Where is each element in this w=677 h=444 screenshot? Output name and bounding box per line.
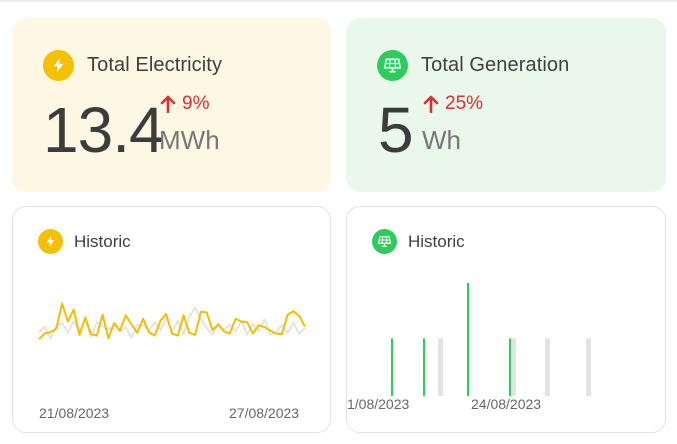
change-indicator: 9% bbox=[160, 93, 209, 115]
current-period-bar bbox=[391, 338, 393, 396]
arrow-up-icon bbox=[423, 95, 439, 113]
electricity-line-chart bbox=[38, 302, 306, 340]
current-period-bar bbox=[467, 283, 469, 396]
lightning-bolt-icon bbox=[38, 229, 63, 254]
x-tick-label: 27/08/2023 bbox=[229, 405, 300, 421]
x-tick-label: 24/08/2023 bbox=[471, 396, 542, 412]
x-tick-label: 21/08/2023 bbox=[39, 405, 110, 421]
total-electricity-card: Total Electricity 13.4 9% MWh bbox=[12, 18, 331, 192]
kpi-value: 5 bbox=[378, 94, 414, 166]
change-value: 25% bbox=[445, 93, 484, 114]
previous-period-bar bbox=[438, 338, 443, 396]
change-value: 9% bbox=[182, 93, 210, 114]
generation-historic-card: Historic 1/08/2023 24/08/2023 bbox=[346, 206, 666, 433]
lightning-bolt-icon bbox=[43, 50, 74, 81]
kpi-title: Total Generation bbox=[421, 54, 570, 76]
solar-panel-icon bbox=[377, 50, 408, 81]
change-indicator: 25% bbox=[423, 93, 483, 115]
current-period-bar bbox=[509, 338, 511, 396]
current-period-line bbox=[38, 302, 306, 340]
total-generation-card: Total Generation 5 25% Wh bbox=[346, 18, 666, 192]
previous-period-bar bbox=[545, 338, 550, 396]
solar-panel-icon bbox=[372, 229, 397, 254]
x-tick-label: 1/08/2023 bbox=[347, 396, 410, 412]
kpi-unit: Wh bbox=[422, 125, 461, 155]
arrow-up-icon bbox=[160, 95, 176, 113]
previous-period-bar bbox=[511, 338, 516, 396]
kpi-value: 13.4 bbox=[43, 94, 165, 166]
electricity-historic-card: Historic 21/08/2023 27/08/2023 bbox=[12, 206, 331, 433]
previous-period-bar bbox=[586, 338, 591, 396]
chart-title: Historic bbox=[74, 232, 131, 251]
kpi-unit: MWh bbox=[159, 125, 220, 155]
current-period-bar bbox=[423, 338, 425, 396]
top-divider bbox=[0, 0, 677, 2]
generation-bar-chart bbox=[391, 283, 591, 396]
kpi-title: Total Electricity bbox=[87, 54, 223, 76]
chart-title: Historic bbox=[408, 232, 465, 251]
